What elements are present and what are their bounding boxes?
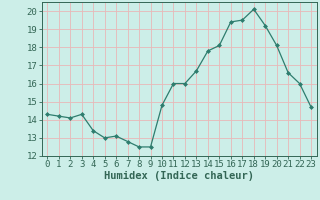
X-axis label: Humidex (Indice chaleur): Humidex (Indice chaleur) [104,171,254,181]
